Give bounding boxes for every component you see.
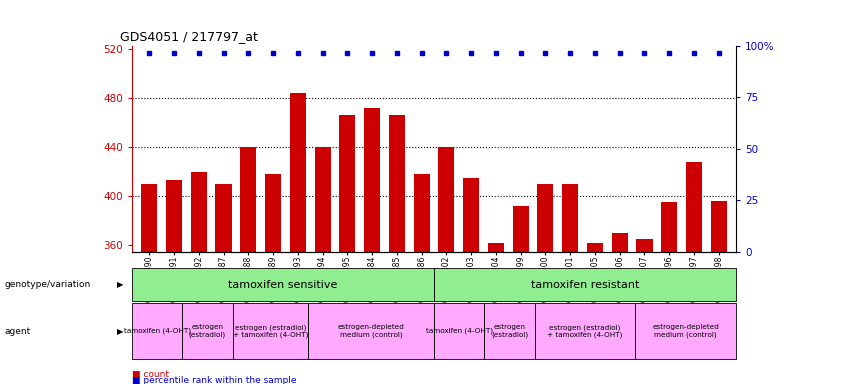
Bar bbox=[414, 174, 430, 252]
Bar bbox=[612, 233, 628, 252]
Bar bbox=[537, 184, 553, 252]
Text: GDS4051 / 217797_at: GDS4051 / 217797_at bbox=[120, 30, 258, 43]
Bar bbox=[166, 180, 182, 252]
Bar bbox=[290, 93, 306, 252]
Text: ▶: ▶ bbox=[117, 280, 124, 289]
Bar bbox=[563, 184, 578, 252]
Bar bbox=[661, 202, 677, 252]
Bar bbox=[191, 172, 207, 252]
Text: estrogen-depleted
medium (control): estrogen-depleted medium (control) bbox=[653, 324, 719, 338]
Bar bbox=[389, 115, 405, 252]
Text: tamoxifen (4-OHT): tamoxifen (4-OHT) bbox=[426, 328, 493, 334]
Text: estrogen (estradiol)
+ tamoxifen (4-OHT): estrogen (estradiol) + tamoxifen (4-OHT) bbox=[232, 324, 308, 338]
Bar bbox=[364, 108, 380, 252]
Bar bbox=[215, 184, 231, 252]
Text: tamoxifen sensitive: tamoxifen sensitive bbox=[228, 280, 338, 290]
Bar bbox=[637, 239, 653, 252]
Bar bbox=[265, 174, 281, 252]
Text: estrogen (estradiol)
+ tamoxifen (4-OHT): estrogen (estradiol) + tamoxifen (4-OHT) bbox=[547, 324, 623, 338]
Text: tamoxifen resistant: tamoxifen resistant bbox=[531, 280, 639, 290]
Bar bbox=[438, 147, 454, 252]
Text: estrogen-depleted
medium (control): estrogen-depleted medium (control) bbox=[338, 324, 404, 338]
Text: tamoxifen (4-OHT): tamoxifen (4-OHT) bbox=[123, 328, 191, 334]
Text: estrogen
(estradiol): estrogen (estradiol) bbox=[491, 324, 528, 338]
Bar bbox=[463, 178, 479, 252]
Bar bbox=[340, 115, 356, 252]
Text: agent: agent bbox=[4, 327, 31, 336]
Text: genotype/variation: genotype/variation bbox=[4, 280, 90, 289]
Bar bbox=[141, 184, 157, 252]
Bar bbox=[686, 162, 702, 252]
Bar bbox=[711, 201, 727, 252]
Bar bbox=[240, 147, 256, 252]
Text: ▶: ▶ bbox=[117, 327, 124, 336]
Bar bbox=[488, 243, 504, 252]
Bar bbox=[315, 147, 331, 252]
Bar bbox=[587, 243, 603, 252]
Text: ■ percentile rank within the sample: ■ percentile rank within the sample bbox=[132, 376, 296, 384]
Bar bbox=[512, 206, 528, 252]
Text: estrogen
(estradiol): estrogen (estradiol) bbox=[189, 324, 226, 338]
Text: ■ count: ■ count bbox=[132, 370, 168, 379]
